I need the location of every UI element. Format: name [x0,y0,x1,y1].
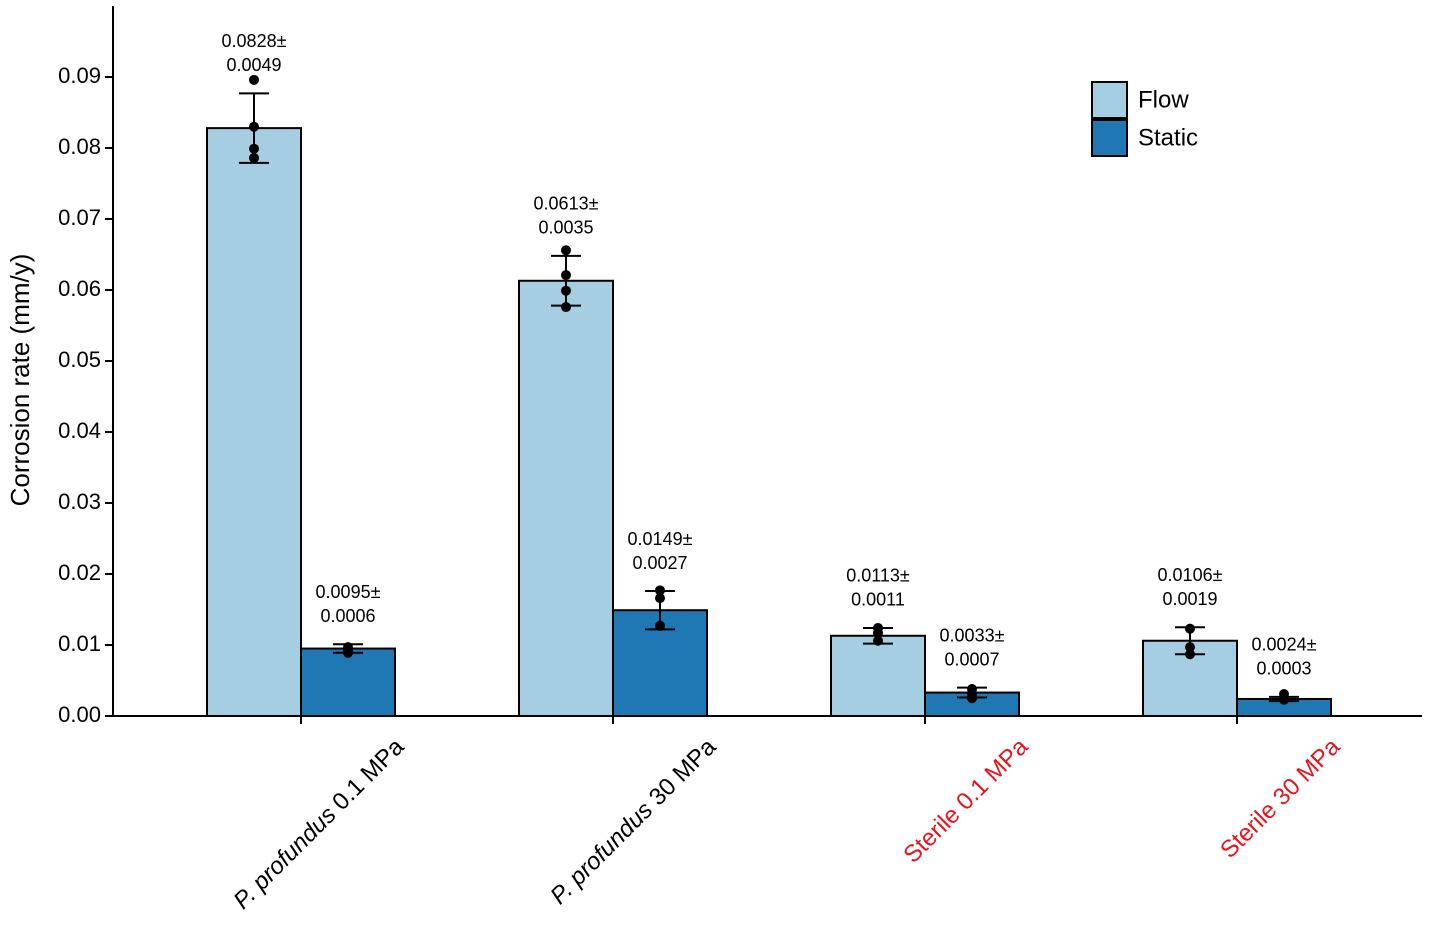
error-label: 0.0049 [226,55,281,75]
data-point [561,270,571,281]
legend-swatch [1091,119,1128,157]
x-tick-label-part: 30 MPa [639,733,722,816]
data-point [655,620,665,631]
value-label: 0.0113± [846,566,910,586]
data-point [655,585,665,596]
x-tick-label-part: 0.1 MPa [323,733,410,820]
y-tick-label: 0.01 [58,631,101,656]
data-point [873,635,883,646]
data-point [1185,623,1195,634]
x-tick-label: Sterile 0.1 MPa [899,733,1035,869]
data-point [967,693,977,704]
data-point [1279,694,1289,705]
x-tick-label: Sterile 30 MPa [1215,733,1346,864]
error-label: 0.0006 [320,606,375,626]
data-point [249,143,259,154]
error-label: 0.0019 [1162,589,1217,609]
y-tick-label: 0.05 [58,347,101,372]
data-point [1185,642,1195,653]
value-label: 0.0149± [628,529,693,549]
y-tick-label: 0.02 [58,560,101,585]
data-point [873,627,883,638]
y-axis-label: Corrosion rate (mm/y) [5,254,35,507]
y-tick-label: 0.03 [58,489,101,514]
y-tick-label: 0.06 [58,276,101,301]
error-label: 0.0007 [944,649,999,669]
data-point [1185,649,1195,660]
x-tick-label: P. profundus 0.1 MPa [229,733,411,915]
error-label: 0.0035 [538,218,593,238]
error-label: 0.0027 [632,553,687,573]
data-point [249,152,259,163]
value-label: 0.0613± [534,194,599,214]
x-tick-label-part: Sterile 30 MPa [1215,733,1346,864]
legend-swatch [1091,81,1128,119]
y-tick-label: 0.00 [58,702,101,727]
legend-label: Flow [1138,86,1189,113]
y-tick-label: 0.07 [58,205,101,230]
error-label: 0.0011 [851,590,905,610]
data-point [249,121,259,132]
value-label: 0.0033± [940,625,1005,645]
data-point [561,302,571,313]
legend-label: Static [1138,124,1198,151]
data-point [343,647,353,658]
value-label: 0.0828± [222,31,287,51]
x-tick-label: P. profundus 30 MPa [545,733,722,910]
x-tick-label-part: P. profundus [229,802,342,915]
y-tick-label: 0.08 [58,134,101,159]
bar [300,647,396,717]
y-tick-label: 0.09 [58,63,101,88]
value-label: 0.0106± [1158,565,1223,585]
x-tick-label-part: Sterile 0.1 MPa [899,733,1035,869]
error-label: 0.0003 [1256,659,1311,679]
value-label: 0.0024± [1252,635,1317,655]
value-label: 0.0095± [316,582,381,602]
data-point [655,593,665,604]
x-tick-label-part: P. profundus [545,797,658,910]
bar [518,279,614,717]
data-point [249,74,259,85]
bar [830,634,926,718]
y-tick-label: 0.04 [58,418,101,443]
data-point [561,245,571,256]
bar [206,127,302,717]
data-point [561,285,571,296]
